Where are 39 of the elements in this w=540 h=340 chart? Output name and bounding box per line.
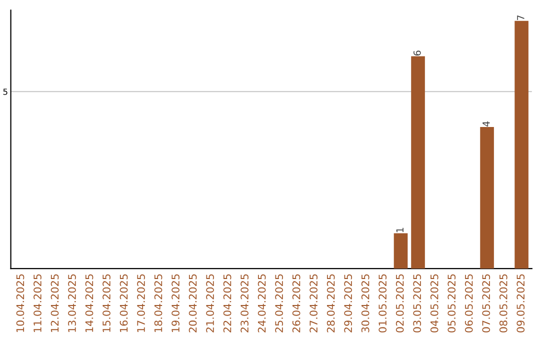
- bar: [394, 233, 408, 269]
- x-tick-label: 20.04.2025: [188, 274, 197, 332]
- y-tick-label: 5: [3, 88, 8, 95]
- bar: [480, 127, 494, 269]
- x-tick-label: 16.04.2025: [120, 274, 128, 332]
- data-label: 7: [517, 15, 524, 20]
- x-tick-label: 06.05.2025: [464, 274, 473, 332]
- x-tick-label: 04.05.2025: [430, 274, 438, 332]
- x-tick-label: 24.04.2025: [258, 274, 266, 332]
- x-tick-label: 26.04.2025: [292, 274, 300, 332]
- x-tick-label: 25.04.2025: [275, 274, 283, 332]
- x-tick-label: 28.04.2025: [326, 274, 335, 332]
- x-tick-label: 02.05.2025: [396, 274, 404, 332]
- x-tick-label: 09.05.2025: [516, 274, 525, 332]
- x-tick-label: 11.04.2025: [34, 274, 42, 332]
- data-label: 1: [396, 228, 404, 232]
- x-tick-label: 27.04.2025: [310, 274, 318, 332]
- bar: [514, 20, 528, 269]
- x-tick-label: 22.04.2025: [223, 274, 232, 332]
- x-tick-label: 05.05.2025: [448, 274, 456, 332]
- data-label: 6: [413, 50, 421, 56]
- x-tick-label: 07.05.2025: [482, 274, 490, 332]
- x-tick-label: 12.04.2025: [50, 274, 59, 332]
- x-tick-label: 15.04.2025: [102, 274, 110, 332]
- x-tick-label: 17.04.2025: [137, 274, 145, 332]
- x-tick-label: 23.04.2025: [240, 274, 248, 332]
- x-tick-label: 14.04.2025: [85, 274, 94, 332]
- data-label: 4: [482, 121, 490, 127]
- x-tick-label: 01.05.2025: [378, 274, 387, 332]
- x-tick-label: 29.04.2025: [344, 274, 352, 332]
- x-tick-label: 03.05.2025: [413, 274, 422, 332]
- x-tick-label: 19.04.2025: [172, 274, 180, 332]
- x-tick-label: 30.04.2025: [361, 274, 370, 332]
- x-tick-label: 18.04.2025: [154, 274, 162, 332]
- bar: [411, 56, 425, 269]
- x-tick-label: 10.04.2025: [16, 274, 24, 332]
- x-tick-label: 08.05.2025: [499, 274, 508, 332]
- x-tick-label: 13.04.2025: [68, 274, 76, 332]
- x-tick-label: 21.04.2025: [206, 274, 214, 332]
